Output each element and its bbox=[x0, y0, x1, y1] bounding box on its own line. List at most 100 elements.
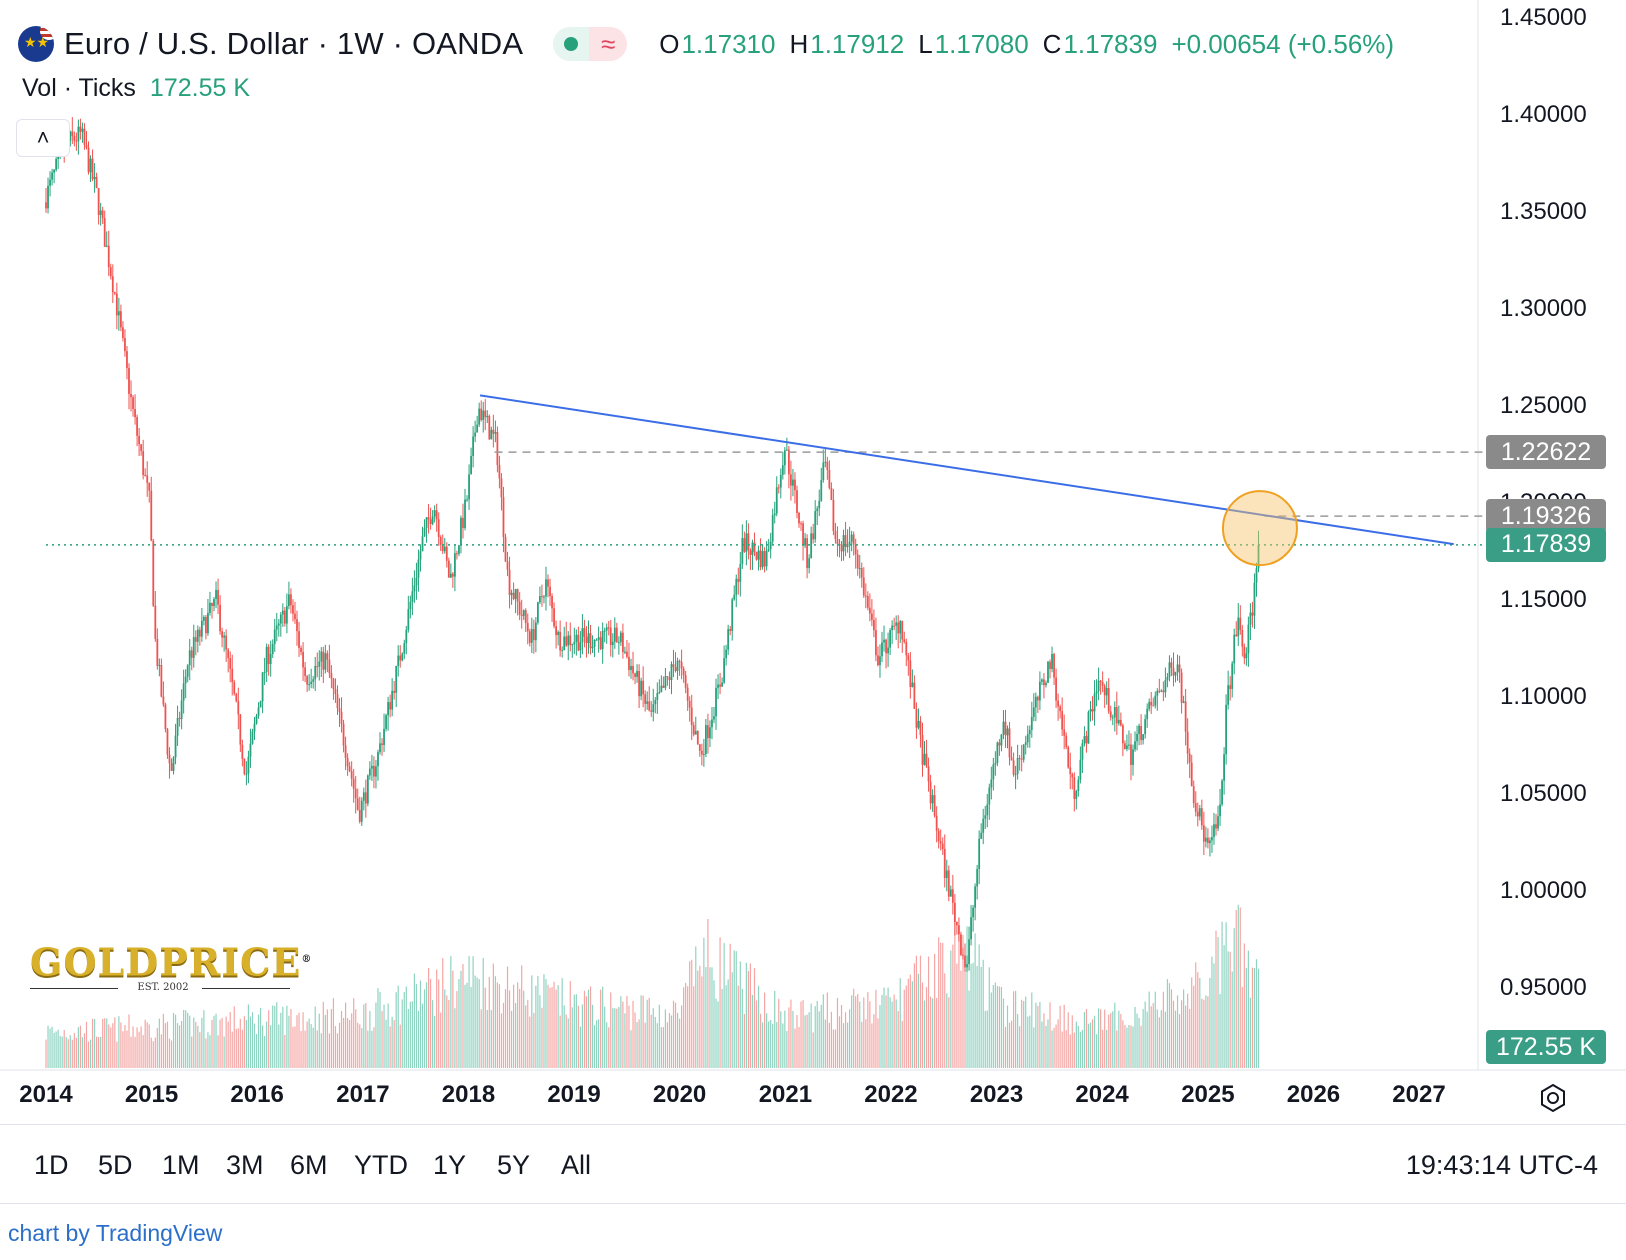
volume-bar bbox=[130, 1036, 132, 1068]
candle-body bbox=[439, 536, 442, 545]
candle-body bbox=[255, 715, 258, 724]
candle-body bbox=[514, 589, 517, 599]
candle-body bbox=[296, 619, 298, 632]
volume-bar bbox=[668, 1013, 671, 1068]
candle-body bbox=[895, 622, 898, 626]
volume-bar bbox=[454, 1008, 456, 1068]
volume-bar bbox=[1221, 921, 1223, 1068]
volume-bar bbox=[678, 1018, 681, 1068]
volume-bar bbox=[1243, 943, 1245, 1068]
candle-body bbox=[1237, 617, 1240, 637]
close-key: C bbox=[1042, 28, 1062, 59]
volume-bar bbox=[731, 972, 733, 1068]
candle-body bbox=[911, 682, 914, 687]
candle-body bbox=[968, 939, 970, 965]
volume-bar bbox=[763, 992, 766, 1068]
candle-body bbox=[316, 665, 319, 667]
trendline[interactable] bbox=[479, 394, 1454, 546]
settings-icon[interactable] bbox=[1538, 1083, 1568, 1113]
volume-bar bbox=[324, 1014, 326, 1068]
candle-body bbox=[148, 482, 151, 491]
candle-body bbox=[674, 667, 677, 671]
candle-body bbox=[644, 694, 647, 704]
candle-body bbox=[324, 653, 327, 670]
range-button-6m[interactable]: 6M bbox=[290, 1150, 328, 1180]
range-button-1m[interactable]: 1M bbox=[162, 1150, 200, 1180]
volume-bar bbox=[1229, 951, 1231, 1068]
volume-bar bbox=[721, 988, 723, 1068]
candle-body bbox=[832, 500, 835, 531]
volume-bar bbox=[436, 969, 438, 1068]
volume-bar bbox=[379, 991, 381, 1068]
candle-body bbox=[885, 639, 887, 654]
volume-bar bbox=[606, 1022, 608, 1068]
volume-bar bbox=[181, 1020, 183, 1068]
volume-bar bbox=[1073, 1032, 1075, 1068]
volume-bar bbox=[640, 995, 642, 1068]
volume-bar bbox=[59, 1035, 61, 1068]
candle-body bbox=[913, 682, 916, 709]
volume-bar bbox=[1136, 1013, 1138, 1068]
candle-body bbox=[947, 870, 950, 897]
candle-body bbox=[660, 685, 663, 693]
volume-label[interactable]: Vol · Ticks bbox=[22, 74, 136, 102]
range-button-5d[interactable]: 5D bbox=[98, 1150, 133, 1180]
range-button-5y[interactable]: 5Y bbox=[497, 1150, 531, 1180]
candle-body bbox=[1213, 824, 1215, 838]
price-chart[interactable] bbox=[0, 0, 1626, 1124]
market-status-pill[interactable]: ≈ bbox=[553, 27, 628, 61]
volume-bar bbox=[636, 1022, 638, 1068]
candle-body bbox=[1126, 745, 1128, 749]
candle-body bbox=[875, 630, 877, 656]
candle-body bbox=[974, 886, 977, 908]
candle-body bbox=[184, 676, 187, 684]
candle-body bbox=[190, 650, 193, 658]
candle-body bbox=[557, 631, 560, 636]
volume-bar bbox=[711, 967, 713, 1068]
candle-body bbox=[1154, 695, 1157, 706]
symbol-title[interactable]: Euro / U.S. Dollar · 1W · OANDA bbox=[64, 26, 524, 61]
candle-body bbox=[160, 665, 163, 697]
volume-bar bbox=[1152, 1003, 1154, 1068]
volume-bar bbox=[936, 997, 938, 1068]
market-open-icon bbox=[553, 27, 590, 61]
volume-bar bbox=[709, 967, 711, 1068]
change-value: +0.00654 (+0.56%) bbox=[1171, 28, 1395, 59]
candle-body bbox=[1004, 721, 1007, 736]
volume-bar bbox=[444, 989, 446, 1068]
range-button-3m[interactable]: 3M bbox=[226, 1150, 264, 1180]
range-button-all[interactable]: All bbox=[561, 1150, 592, 1180]
candle-body bbox=[887, 647, 889, 654]
volume-bar bbox=[1195, 962, 1197, 1068]
candle-body bbox=[75, 140, 78, 142]
candle-body bbox=[130, 393, 132, 398]
volume-bar bbox=[527, 999, 529, 1068]
volume-bar bbox=[1174, 1010, 1177, 1068]
volume-bar bbox=[630, 1030, 632, 1068]
candle-body bbox=[217, 590, 219, 605]
volume-bar bbox=[166, 1021, 169, 1068]
volume-bar bbox=[1037, 1005, 1039, 1068]
volume-bar bbox=[715, 998, 717, 1068]
volume-bar bbox=[1075, 1021, 1077, 1068]
volume-bar bbox=[917, 973, 920, 1068]
candle-body bbox=[1235, 634, 1238, 637]
candle-body bbox=[826, 461, 829, 470]
candle-body bbox=[972, 907, 974, 918]
candle-body bbox=[480, 408, 483, 420]
range-button-1d[interactable]: 1D bbox=[34, 1150, 69, 1180]
candle-body bbox=[1251, 612, 1254, 616]
volume-bar bbox=[800, 1001, 802, 1068]
range-button-ytd[interactable]: YTD bbox=[354, 1150, 408, 1180]
candle-body bbox=[678, 660, 681, 663]
clock[interactable]: 19:43:14 UTC-4 bbox=[1405, 1150, 1598, 1180]
range-button-1y[interactable]: 1Y bbox=[433, 1150, 467, 1180]
candle-body bbox=[624, 651, 626, 653]
volume-bar bbox=[1008, 1022, 1011, 1068]
collapse-legend-button[interactable]: ˄ bbox=[16, 119, 70, 157]
candle-body bbox=[777, 487, 780, 489]
volume-bar bbox=[405, 986, 407, 1068]
volume-bar bbox=[1004, 1026, 1007, 1068]
tradingview-attribution[interactable]: chart by TradingView bbox=[8, 1220, 223, 1246]
volume-bar bbox=[158, 1018, 160, 1068]
